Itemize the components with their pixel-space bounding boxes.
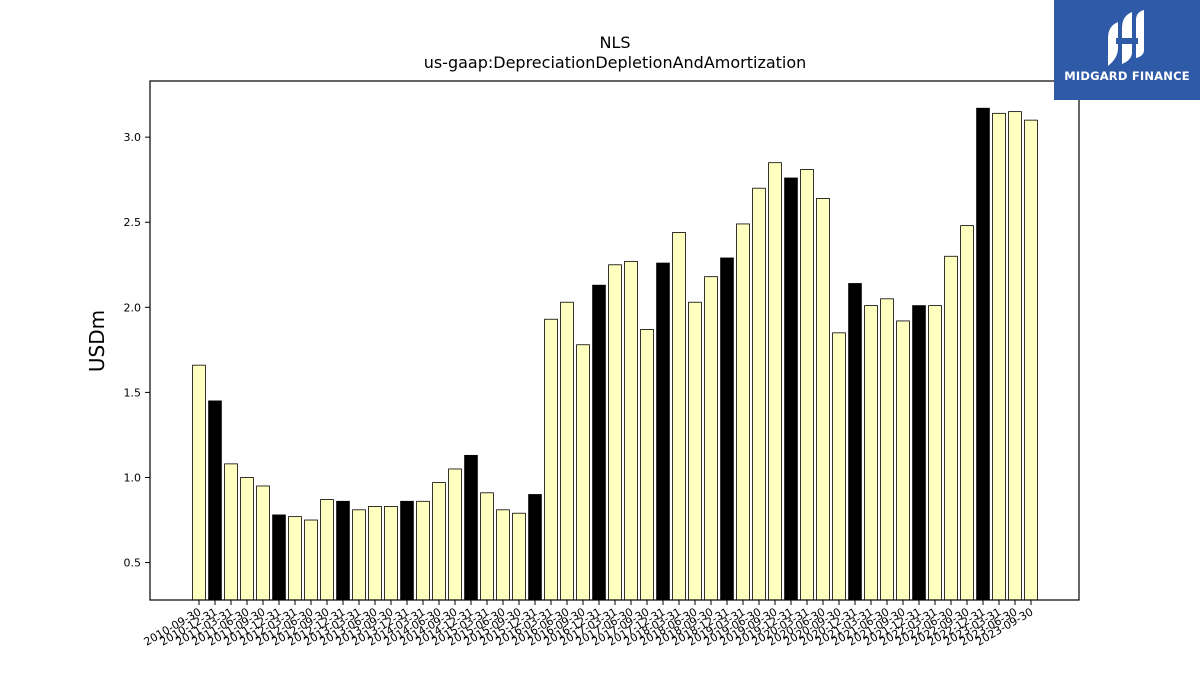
bar-2016-03-31 <box>544 318 558 601</box>
bar-2013-06-30 <box>368 506 382 601</box>
bar-2017-09-30 <box>640 329 654 601</box>
bar-2022-03-31 <box>928 305 942 601</box>
bar-2021-09-30 <box>896 320 910 601</box>
y-axis-label: USDm <box>85 310 109 372</box>
bar-2010-12-31 <box>208 400 222 601</box>
bar-2018-12-31 <box>720 257 734 601</box>
bar-2011-03-31 <box>224 463 238 601</box>
y-tick-label: 2.5 <box>124 216 142 229</box>
midgard-logo-icon <box>1108 10 1144 66</box>
bar-2020-03-31 <box>800 169 814 601</box>
bar-2018-03-31 <box>672 232 686 601</box>
bar-2022-06-30 <box>944 255 958 601</box>
bar-2021-12-31 <box>912 305 926 601</box>
bar-2020-12-31 <box>848 283 862 601</box>
bar-2012-06-30 <box>304 519 318 601</box>
bar-2023-06-30 <box>1008 111 1022 601</box>
bar-2011-12-31 <box>272 514 286 601</box>
bar-2014-09-30 <box>448 468 462 601</box>
y-tick-label: 2.0 <box>124 301 142 314</box>
bar-2014-12-31 <box>464 454 478 601</box>
y-tick-label: 1.0 <box>124 471 142 484</box>
plot-frame <box>149 80 1080 601</box>
bar-2016-09-30 <box>576 344 590 601</box>
bar-2018-06-30 <box>688 301 702 601</box>
bar-2021-06-30 <box>880 298 894 601</box>
bar-2018-09-30 <box>704 276 718 601</box>
bar-2014-06-30 <box>432 482 446 601</box>
bar-2012-03-31 <box>288 516 302 601</box>
bar-2016-12-31 <box>592 284 606 601</box>
bar-2013-12-31 <box>400 500 414 601</box>
chart-subtitle: us-gaap:DepreciationDepletionAndAmortiza… <box>424 53 807 72</box>
bar-2020-09-30 <box>832 332 846 601</box>
bar-2020-06-30 <box>816 198 830 601</box>
bar-2015-12-31 <box>528 494 542 601</box>
bar-2015-03-31 <box>480 492 494 601</box>
bar-2012-09-30 <box>320 499 334 601</box>
bar-2022-09-30 <box>960 225 974 601</box>
bar-2013-03-31 <box>352 509 366 601</box>
bar-2019-03-31 <box>736 223 750 601</box>
brand-name: MIDGARD FINANCE <box>1064 69 1190 83</box>
bar-2017-03-31 <box>608 264 622 601</box>
bar-2015-09-30 <box>512 512 526 601</box>
bar-2011-06-30 <box>240 477 254 601</box>
bar-2019-12-31 <box>784 177 798 601</box>
bar-2014-03-31 <box>416 500 430 601</box>
bars-group <box>192 107 1038 601</box>
y-axis: 0.5 1.0 1.5 2.0 2.5 3.0 <box>124 131 150 570</box>
chart-title: NLS <box>599 33 630 52</box>
bar-2023-03-31 <box>992 112 1006 601</box>
bar-2017-06-30 <box>624 260 638 601</box>
bar-2019-09-30 <box>768 162 782 601</box>
bar-2010-09-30 <box>192 364 206 601</box>
y-tick-label: 3.0 <box>124 131 142 144</box>
brand-logo: MIDGARD FINANCE <box>1054 0 1200 100</box>
bar-2017-12-31 <box>656 262 670 601</box>
bar-2015-06-30 <box>496 509 510 601</box>
bar-2022-12-31 <box>976 107 990 601</box>
bar-2021-03-31 <box>864 305 878 601</box>
x-axis: 2010-09-302010-12-312011-03-312011-06-30… <box>142 600 1036 649</box>
bar-2023-09-30 <box>1024 119 1038 601</box>
bar-2019-06-30 <box>752 187 766 601</box>
bar-2016-06-30 <box>560 301 574 601</box>
bar-2011-09-30 <box>256 485 270 601</box>
y-tick-label: 1.5 <box>124 386 142 399</box>
y-tick-label: 0.5 <box>124 557 142 570</box>
bar-2013-09-30 <box>384 506 398 601</box>
bar-2012-12-31 <box>336 500 350 601</box>
